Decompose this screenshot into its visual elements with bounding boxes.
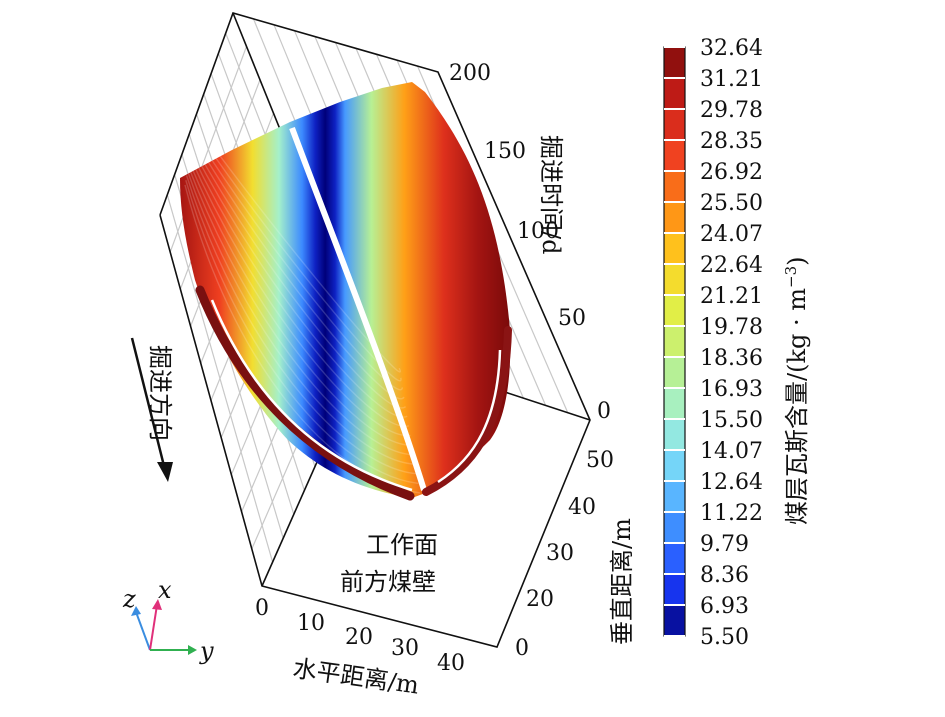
colorbar-block xyxy=(664,47,685,79)
colorbar-tick-label: 15.50 xyxy=(700,408,763,433)
colorbar-tick-label: 12.64 xyxy=(700,470,763,495)
colorbar-block xyxy=(664,264,685,296)
colorbar-block xyxy=(664,450,685,482)
direction-label: 掘进方向 xyxy=(146,345,174,441)
colorbar-tick-label: 25.50 xyxy=(700,191,763,216)
colorbar-tick-label: 16.93 xyxy=(700,377,763,402)
colorbar-block xyxy=(664,78,685,110)
colorbar-block xyxy=(664,481,685,513)
x-axis-label: 水平距离/m xyxy=(291,654,421,699)
axis-tick-label: 20 xyxy=(345,625,373,650)
triad-x-axis xyxy=(150,605,157,650)
colorbar-blocks xyxy=(664,47,685,637)
colorbar-tick-label: 31.21 xyxy=(700,67,763,92)
colorbar-tick-label: 28.35 xyxy=(700,129,763,154)
colorbar-tick-label: 6.93 xyxy=(700,594,749,619)
colorbar-tick-label: 8.36 xyxy=(700,563,749,588)
axis-tick-label: 200 xyxy=(449,61,491,86)
triad-x-label: x xyxy=(158,576,172,604)
y-axis-label: 垂直距离/m xyxy=(608,518,636,645)
axis-tick-label: 50 xyxy=(558,306,586,331)
colorbar-tick-label: 21.21 xyxy=(700,284,763,309)
colorbar-tick-label: 11.22 xyxy=(700,501,763,526)
colorbar-block xyxy=(664,109,685,141)
colorbar-block xyxy=(664,233,685,265)
y-axis-ticks: 0 20 30 40 50 xyxy=(515,448,614,661)
colorbar-block xyxy=(664,326,685,358)
colorbar-tick-label: 14.07 xyxy=(700,439,763,464)
colorbar-label-superscript: −3 xyxy=(782,266,800,288)
colorbar-block xyxy=(664,605,685,637)
colorbar-block xyxy=(664,140,685,172)
colorbar-block xyxy=(664,574,685,606)
triad-y-label: y xyxy=(199,637,214,665)
colorbar-label-close: ) xyxy=(783,257,811,266)
face-label-line1: 工作面 xyxy=(366,531,438,559)
triad-z-axis xyxy=(136,612,150,650)
colorbar-tick-label: 18.36 xyxy=(700,346,763,371)
axis-tick-label: 40 xyxy=(437,651,465,676)
colorbar-tick-label: 9.79 xyxy=(700,532,749,557)
axis-tick-label: 40 xyxy=(568,495,596,520)
axis-tick-label: 150 xyxy=(484,139,526,164)
direction-arrow-head xyxy=(157,462,173,482)
colorbar-block xyxy=(664,357,685,389)
axis-tick-label: 0 xyxy=(255,596,269,621)
colorbar-tick-label: 26.92 xyxy=(700,160,763,185)
colorbar-block xyxy=(664,388,685,420)
axis-tick-label: 0 xyxy=(597,399,611,424)
colorbar-tick-label: 19.78 xyxy=(700,315,763,340)
colorbar-block xyxy=(664,171,685,203)
axis-tick-label: 30 xyxy=(391,636,419,661)
axis-tick-label: 50 xyxy=(586,448,614,473)
colorbar-block xyxy=(664,295,685,327)
axis-tick-label: 30 xyxy=(546,541,574,566)
colorbar-tick-label: 32.64 xyxy=(700,36,763,61)
triad-z-label: z xyxy=(122,585,136,613)
axis-tick-label: 10 xyxy=(297,611,325,636)
colorbar-tick-label: 24.07 xyxy=(700,222,763,247)
axis-tick-label: 0 xyxy=(515,636,529,661)
colorbar-block xyxy=(664,202,685,234)
colorbar-tick-label: 29.78 xyxy=(700,98,763,123)
direction-annotation: 掘进方向 xyxy=(132,338,174,482)
colorbar-label: 煤层瓦斯含量/(kg · m−3) xyxy=(782,257,811,526)
colorbar-tick-label: 5.50 xyxy=(700,625,749,650)
triad-y-arrowhead xyxy=(188,645,197,655)
colorbar-tick-label: 22.64 xyxy=(700,253,763,278)
colorbar-block xyxy=(664,419,685,451)
face-label-line2: 前方煤壁 xyxy=(340,568,436,596)
z-axis-label: 掘进时间/d xyxy=(537,135,565,254)
colorbar-label-main: 煤层瓦斯含量/(kg · m xyxy=(783,288,811,525)
colorbar-block xyxy=(664,543,685,575)
colorbar: 32.64 31.21 29.78 28.35 26.92 25.50 24.07 22.64… xyxy=(664,36,811,650)
orientation-triad: z x y xyxy=(122,576,214,665)
axis-tick-label: 20 xyxy=(526,587,554,612)
colorbar-block xyxy=(664,512,685,544)
